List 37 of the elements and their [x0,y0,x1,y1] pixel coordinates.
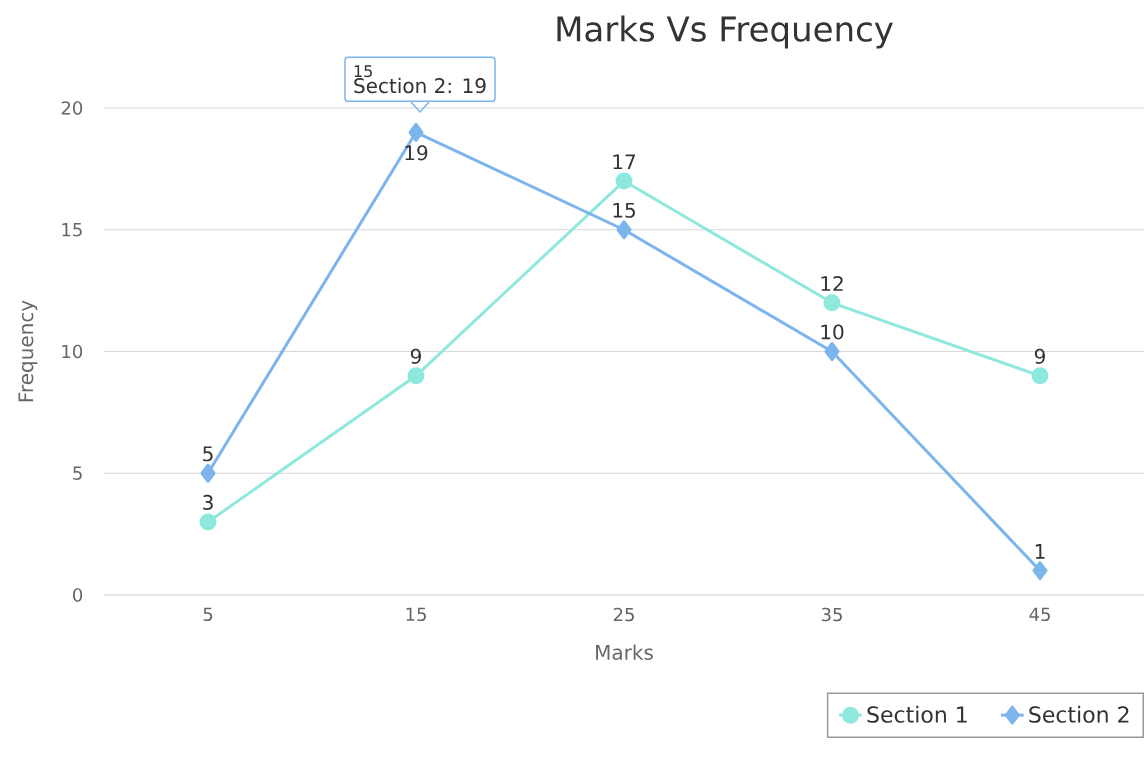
point [200,463,216,483]
x-tick-label: 25 [613,607,634,622]
y-tick-label: 5 [73,466,82,480]
y-tick-label: 10 [62,344,83,359]
data-label: 9 [1034,348,1045,364]
x-tick-label: 15 [406,607,426,622]
y-tick-label: 0 [73,588,83,602]
point [824,341,840,361]
x-tick-label: 5 [203,607,213,622]
data-label: 10 [821,324,844,340]
data-label: 12 [821,276,843,291]
x-axis-title: Marks [596,644,653,660]
point [408,122,424,142]
point [407,367,425,385]
y-tick-label: 20 [61,101,83,115]
legend-label: Section 2 [1029,705,1129,723]
point [616,220,632,240]
point [1031,367,1049,385]
data-label: 15 [613,202,635,218]
point [1032,561,1048,581]
y-tick-label: 15 [62,223,82,237]
data-label: 17 [613,154,636,170]
point [823,294,841,312]
point [615,172,633,190]
data-label: 3 [203,494,213,510]
data-label: 5 [203,446,213,462]
y-axis-title: Frequency [18,300,38,402]
data-label: 1 [1035,544,1045,559]
data-label: 19 [405,145,428,161]
x-tick-label: 45 [1029,607,1050,622]
point [199,513,217,531]
legend-label: Section 1 [867,705,967,723]
text: Section 2: 19 [354,77,486,94]
chart-title: Marks Vs Frequency [557,15,893,49]
data-label: 9 [410,348,421,364]
x-tick-label: 35 [821,607,842,622]
text: 15 [354,65,372,78]
